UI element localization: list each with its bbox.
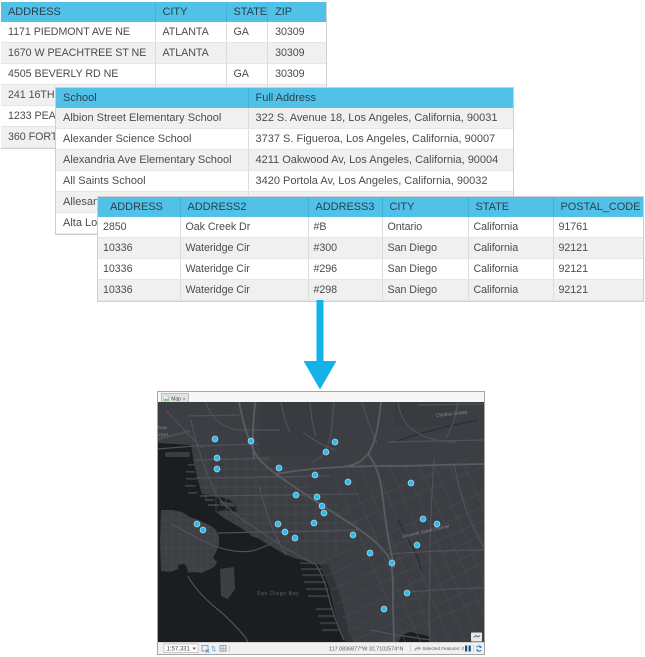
svg-text:⇅: ⇅ [211, 646, 217, 653]
svg-text:117.0836877°W 32.7102574°N: 117.0836877°W 32.7102574°N [329, 646, 403, 652]
svg-text:1:57,331: 1:57,331 [167, 647, 191, 653]
svg-text:Selected Features: 0: Selected Features: 0 [423, 646, 465, 651]
svg-text:Map: Map [171, 397, 181, 403]
svg-text:San Diego: San Diego [158, 425, 168, 430]
svg-text:San Diego Bay: San Diego Bay [257, 591, 299, 597]
svg-text:Airport: Airport [158, 432, 169, 437]
svg-text:Chollas Creek: Chollas Creek [436, 410, 468, 419]
svg-text:×: × [183, 397, 186, 403]
